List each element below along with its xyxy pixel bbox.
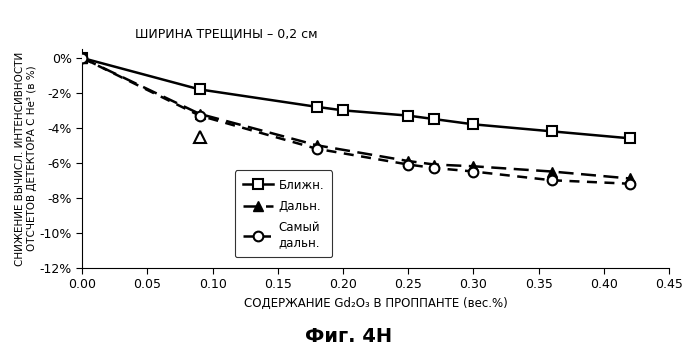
- Дальн.: [195, 112, 204, 116]
- X-axis label: СОДЕРЖАНИЕ Gd₂O₃ В ПРОППАНТЕ (вес.%): СОДЕРЖАНИЕ Gd₂O₃ В ПРОППАНТЕ (вес.%): [244, 297, 507, 310]
- Ближн.: [430, 117, 438, 121]
- Самый
дальн.: [469, 169, 477, 173]
- Ближн.: [404, 113, 413, 118]
- Самый
дальн.: [404, 162, 413, 166]
- Самый
дальн.: [78, 56, 87, 60]
- Самый
дальн.: [195, 113, 204, 118]
- Ближн.: [195, 87, 204, 91]
- Самый
дальн.: [313, 147, 321, 151]
- Line: Дальн.: Дальн.: [77, 53, 634, 183]
- Ближн.: [469, 122, 477, 126]
- Самый
дальн.: [547, 178, 556, 182]
- Ближн.: [625, 136, 634, 140]
- Дальн.: [469, 164, 477, 168]
- Y-axis label: СНИЖЕНИЕ ВЫЧИСЛ. ИНТЕНСИВНОСТИ
ОТСЧЕТОВ ДЕТЕКТОРА С He³ (в %): СНИЖЕНИЕ ВЫЧИСЛ. ИНТЕНСИВНОСТИ ОТСЧЕТОВ …: [15, 51, 36, 266]
- Ближн.: [547, 129, 556, 133]
- Самый
дальн.: [625, 181, 634, 186]
- Дальн.: [78, 56, 87, 60]
- Дальн.: [404, 159, 413, 163]
- Ближн.: [339, 108, 347, 112]
- Самый
дальн.: [430, 166, 438, 170]
- Дальн.: [430, 162, 438, 166]
- Line: Ближн.: Ближн.: [77, 53, 634, 143]
- Ближн.: [313, 105, 321, 109]
- Дальн.: [547, 169, 556, 173]
- Ближн.: [78, 56, 87, 60]
- Legend: Ближн., Дальн., Самый
дальн.: Ближн., Дальн., Самый дальн.: [235, 170, 332, 257]
- Text: Фиг. 4Н: Фиг. 4Н: [306, 327, 392, 346]
- Text: ШИРИНА ТРЕЩИНЫ – 0,2 см: ШИРИНА ТРЕЩИНЫ – 0,2 см: [135, 28, 318, 40]
- Дальн.: [625, 176, 634, 180]
- Дальн.: [313, 143, 321, 147]
- Line: Самый
дальн.: Самый дальн.: [77, 53, 634, 188]
